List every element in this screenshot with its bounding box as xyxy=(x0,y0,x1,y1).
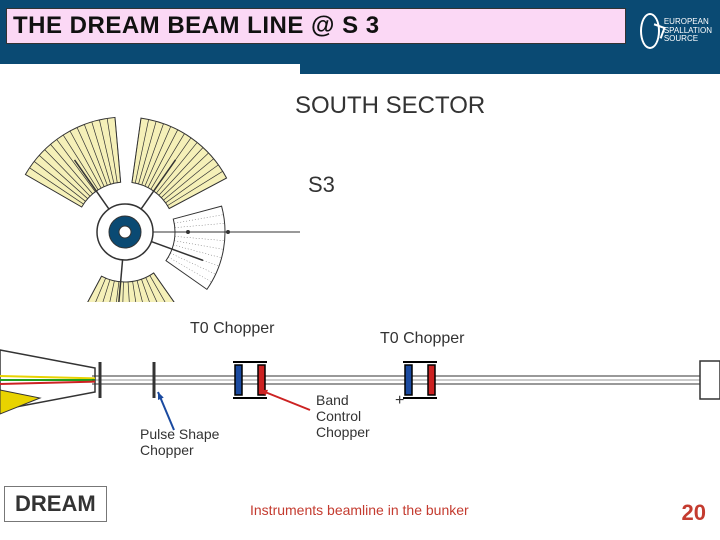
facility-fan-diagram xyxy=(0,62,300,302)
t0-chopper-label-2: T0 Chopper xyxy=(380,330,465,348)
bunker-footer: Instruments beamline in the bunker xyxy=(250,502,469,518)
band-control-chopper-label: Band Control Chopper xyxy=(316,392,370,440)
header-band-edge xyxy=(300,64,720,74)
plus-label: + xyxy=(395,392,404,410)
pulse-shape-chopper-label: Pulse Shape Chopper xyxy=(140,426,219,458)
ess-logo-icon xyxy=(640,13,660,49)
s3-label: S3 xyxy=(308,172,335,198)
dream-label: DREAM xyxy=(15,491,96,516)
title-box: THE DREAM BEAM LINE @ S 3 xyxy=(6,8,626,44)
slide-title: THE DREAM BEAM LINE @ S 3 xyxy=(13,12,380,40)
ess-logo-text: EUROPEAN SPALLATION SOURCE xyxy=(664,18,712,44)
south-sector-label: SOUTH SECTOR xyxy=(295,92,485,120)
t0-chopper-label-1: T0 Chopper xyxy=(190,320,275,338)
ess-logo: EUROPEAN SPALLATION SOURCE xyxy=(640,6,712,56)
page-number: 20 xyxy=(682,500,706,526)
dream-box: DREAM xyxy=(4,486,107,522)
